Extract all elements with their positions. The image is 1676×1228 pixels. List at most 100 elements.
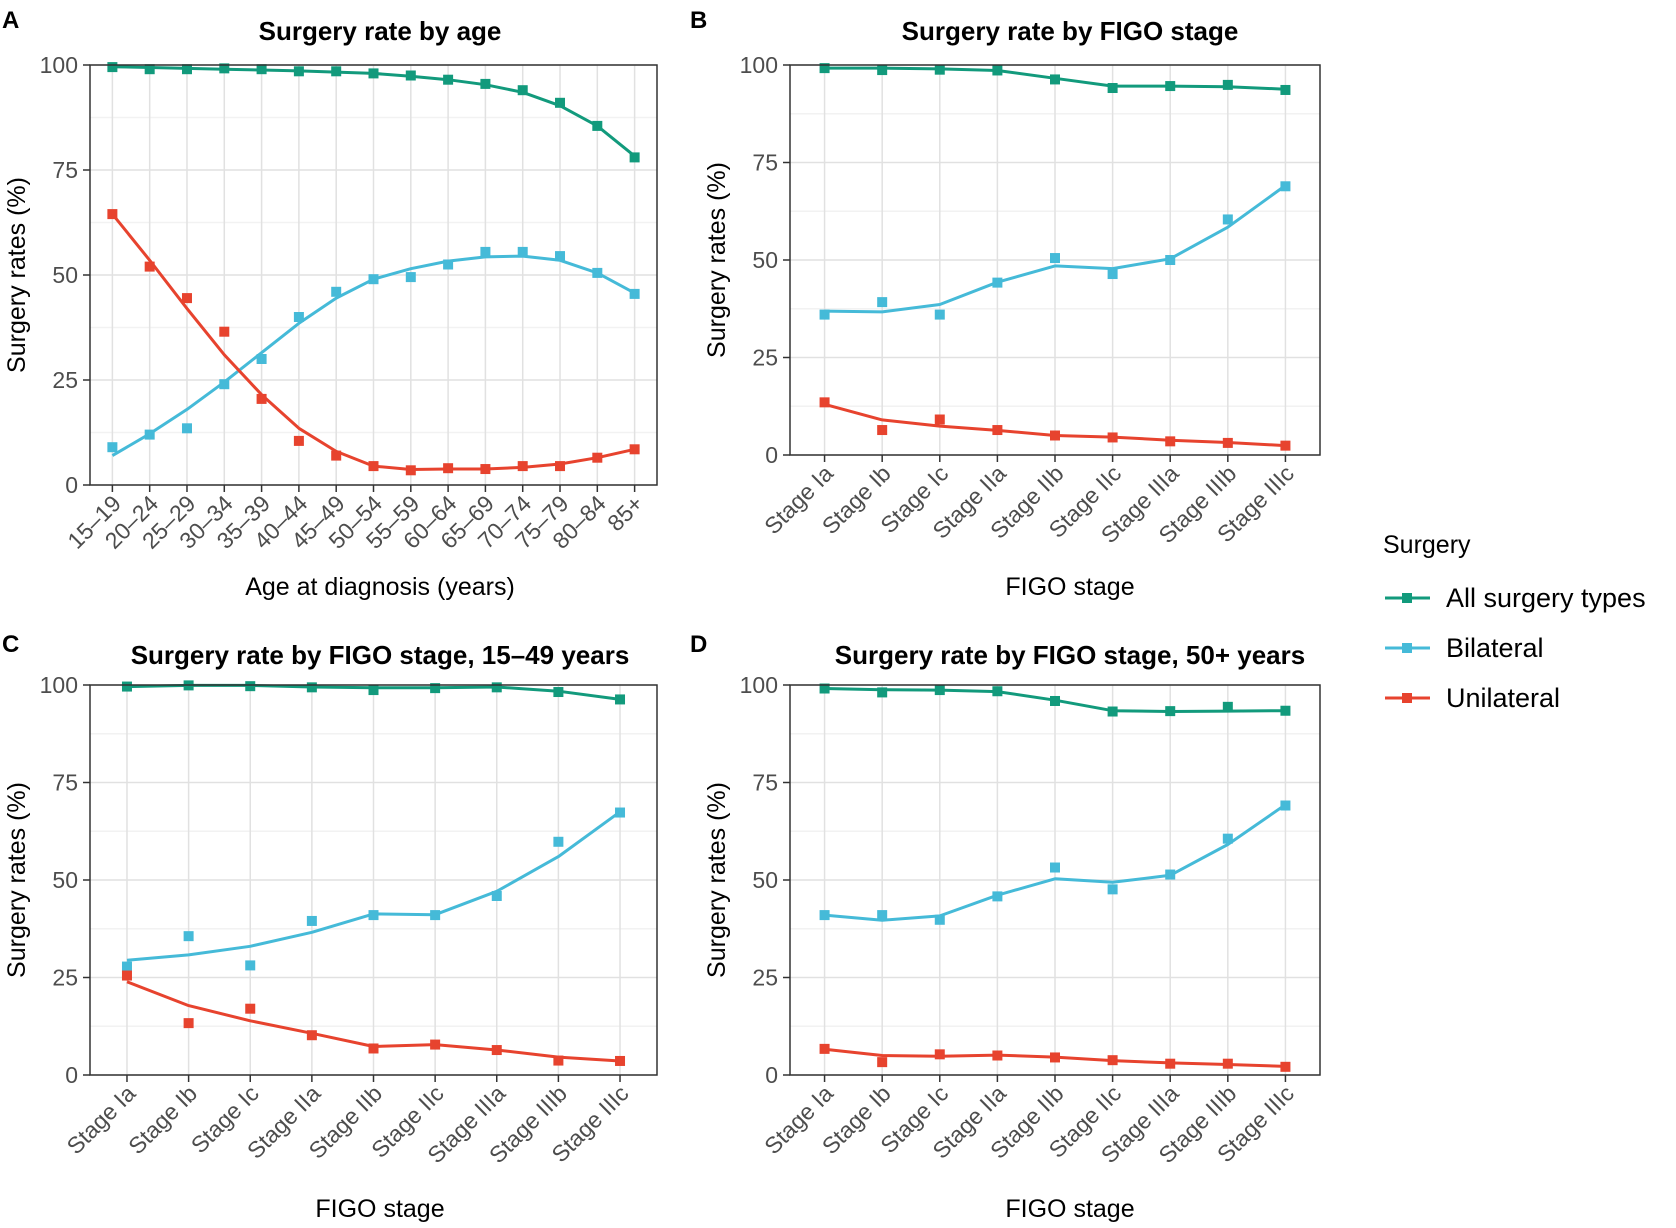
data-point-bilateral bbox=[934, 914, 945, 925]
data-point-bilateral bbox=[992, 277, 1003, 288]
data-point-all bbox=[1165, 81, 1176, 92]
data-point-unilateral bbox=[306, 1030, 317, 1041]
data-point-unilateral bbox=[877, 425, 888, 436]
data-point-all bbox=[1107, 706, 1118, 717]
data-point-all bbox=[615, 694, 626, 705]
x-axis-label: FIGO stage bbox=[315, 1195, 444, 1223]
data-point-all bbox=[517, 85, 528, 96]
data-point-all bbox=[1050, 74, 1060, 85]
chart-title: Surgery rate by age bbox=[259, 16, 502, 46]
series-bilateral bbox=[819, 181, 1291, 320]
data-point-bilateral bbox=[1050, 862, 1060, 873]
data-point-unilateral bbox=[183, 1018, 194, 1029]
panel-a: A Surgery rate by age 0 25 50 75 100 Surgery ra… bbox=[2, 7, 658, 601]
panel-letter: A bbox=[2, 7, 19, 34]
data-point-all bbox=[877, 65, 888, 76]
data-point-bilateral bbox=[1222, 214, 1233, 225]
data-point-all bbox=[443, 74, 454, 85]
data-point-all bbox=[1165, 706, 1176, 717]
data-point-unilateral bbox=[992, 1050, 1003, 1061]
data-point-unilateral bbox=[245, 1003, 256, 1014]
data-point-unilateral bbox=[1165, 436, 1176, 447]
data-point-unilateral bbox=[144, 261, 155, 272]
y-tick-label: 100 bbox=[40, 52, 78, 78]
data-point-unilateral bbox=[1280, 440, 1291, 451]
data-point-unilateral bbox=[934, 1049, 945, 1060]
panel-letter: D bbox=[690, 631, 707, 658]
y-tick-label: 75 bbox=[52, 157, 78, 183]
legend-item-bilateral: Bilateral bbox=[1385, 633, 1544, 663]
data-point-bilateral bbox=[819, 910, 830, 921]
data-point-unilateral bbox=[992, 425, 1003, 436]
y-tick-label: 50 bbox=[52, 262, 78, 288]
data-point-bilateral bbox=[555, 251, 566, 262]
legend: Surgery All surgery types Bilateral Unilate… bbox=[1383, 531, 1646, 713]
data-point-bilateral bbox=[877, 297, 888, 308]
data-point-bilateral bbox=[615, 807, 626, 818]
data-point-unilateral bbox=[480, 464, 491, 475]
data-point-all bbox=[245, 681, 256, 692]
data-point-unilateral bbox=[1107, 432, 1118, 443]
y-tick-label: 50 bbox=[52, 867, 78, 893]
legend-label: Bilateral bbox=[1446, 633, 1544, 663]
data-point-all bbox=[934, 64, 945, 75]
series-unilateral bbox=[819, 397, 1291, 451]
series-all bbox=[107, 62, 640, 163]
y-axis-label: Surgery rates (%) bbox=[703, 162, 731, 358]
data-point-bilateral bbox=[1222, 833, 1233, 844]
data-point-unilateral bbox=[1280, 1061, 1291, 1072]
data-point-all bbox=[293, 66, 304, 77]
y-tick-label: 0 bbox=[765, 1062, 778, 1088]
data-point-all bbox=[1280, 84, 1291, 95]
legend-item-all: All surgery types bbox=[1385, 583, 1646, 613]
y-tick-label: 100 bbox=[740, 672, 778, 698]
data-point-bilateral bbox=[480, 246, 491, 257]
legend-item-unilateral: Unilateral bbox=[1385, 683, 1560, 713]
legend-label: Unilateral bbox=[1446, 683, 1560, 713]
data-point-bilateral bbox=[1165, 255, 1176, 265]
data-point-bilateral bbox=[219, 379, 230, 390]
chart-title: Surgery rate by FIGO stage, 15–49 years bbox=[131, 640, 630, 670]
data-point-all bbox=[144, 64, 155, 75]
data-point-bilateral bbox=[553, 836, 564, 847]
series-bilateral bbox=[819, 800, 1291, 925]
data-point-bilateral bbox=[107, 442, 118, 453]
data-point-all bbox=[405, 70, 416, 81]
data-point-unilateral bbox=[1050, 1052, 1060, 1063]
data-point-all bbox=[1050, 695, 1060, 706]
y-tick-label: 0 bbox=[65, 472, 78, 498]
data-point-unilateral bbox=[430, 1039, 441, 1050]
legend-label: All surgery types bbox=[1446, 583, 1646, 613]
data-point-all bbox=[819, 683, 830, 694]
data-point-all bbox=[368, 68, 379, 79]
data-point-unilateral bbox=[405, 465, 416, 476]
data-point-bilateral bbox=[934, 309, 945, 320]
series-all bbox=[819, 63, 1291, 95]
series-bilateral bbox=[107, 246, 640, 457]
data-point-bilateral bbox=[592, 267, 603, 278]
data-point-bilateral bbox=[331, 286, 342, 297]
data-point-all bbox=[107, 62, 118, 73]
data-point-bilateral bbox=[1280, 181, 1291, 192]
legend-key-point bbox=[1402, 693, 1412, 703]
data-point-bilateral bbox=[183, 931, 194, 942]
legend-title: Surgery bbox=[1383, 531, 1471, 559]
data-point-all bbox=[592, 120, 603, 131]
data-point-all bbox=[877, 687, 888, 698]
data-point-all bbox=[629, 152, 640, 163]
series-unilateral bbox=[107, 209, 640, 476]
data-point-bilateral bbox=[491, 890, 502, 901]
data-point-bilateral bbox=[405, 272, 416, 283]
data-point-unilateral bbox=[819, 1043, 830, 1054]
data-point-bilateral bbox=[819, 309, 830, 320]
data-point-unilateral bbox=[107, 209, 118, 220]
data-point-bilateral bbox=[1050, 253, 1060, 264]
data-point-unilateral bbox=[443, 463, 454, 474]
data-point-all bbox=[491, 682, 502, 693]
data-point-unilateral bbox=[1050, 430, 1060, 441]
data-point-all bbox=[1107, 83, 1118, 94]
data-point-bilateral bbox=[877, 910, 888, 921]
chart-title: Surgery rate by FIGO stage bbox=[902, 16, 1239, 46]
y-tick-label: 50 bbox=[752, 247, 778, 273]
data-point-bilateral bbox=[306, 915, 317, 926]
